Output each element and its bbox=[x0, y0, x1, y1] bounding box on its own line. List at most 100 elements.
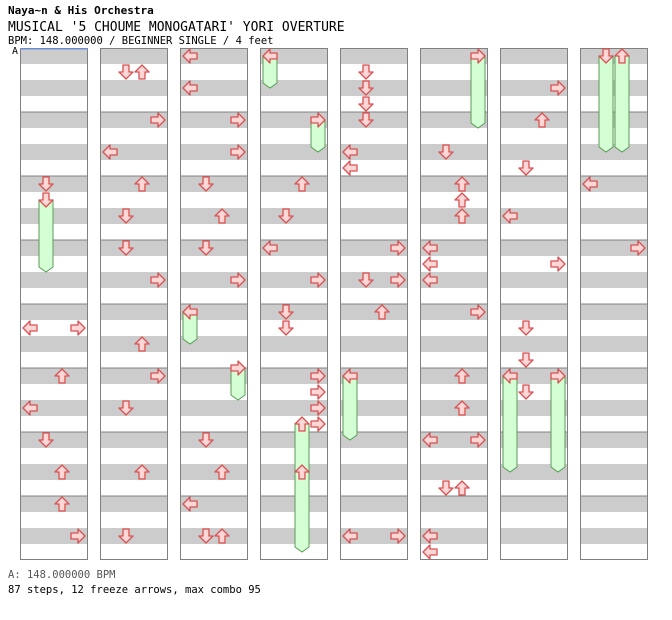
step-arrow-icon bbox=[502, 368, 518, 384]
stripe bbox=[20, 208, 88, 224]
step-arrow-icon bbox=[342, 368, 358, 384]
step-arrow-icon bbox=[278, 208, 294, 224]
step-arrow bbox=[358, 272, 374, 288]
stripe bbox=[260, 96, 328, 112]
step-arrow bbox=[182, 80, 198, 96]
stripe bbox=[340, 48, 408, 64]
step-arrow-icon bbox=[230, 272, 246, 288]
stripe bbox=[260, 176, 328, 192]
stripe bbox=[340, 272, 408, 288]
stripe bbox=[580, 416, 648, 432]
stripe bbox=[580, 48, 648, 64]
step-arrow-icon bbox=[102, 144, 118, 160]
stripe bbox=[500, 192, 568, 208]
stripe bbox=[180, 528, 248, 544]
freeze-arrow bbox=[182, 304, 198, 345]
stripe bbox=[100, 416, 168, 432]
step-arrow-icon bbox=[342, 144, 358, 160]
stripe bbox=[500, 144, 568, 160]
stripe bbox=[580, 240, 648, 256]
freeze-arrow bbox=[342, 368, 358, 441]
step-arrow-icon bbox=[454, 192, 470, 208]
stripe bbox=[500, 352, 568, 368]
step-arrow bbox=[438, 144, 454, 160]
step-arrow-icon bbox=[422, 240, 438, 256]
stripe bbox=[340, 432, 408, 448]
step-arrow bbox=[310, 384, 326, 400]
step-arrow-icon bbox=[342, 160, 358, 176]
step-arrow-icon bbox=[422, 256, 438, 272]
stripe bbox=[500, 512, 568, 528]
step-arrow-icon bbox=[374, 304, 390, 320]
stripe bbox=[260, 432, 328, 448]
stripe bbox=[580, 272, 648, 288]
step-arrow-icon bbox=[182, 80, 198, 96]
stripe bbox=[340, 304, 408, 320]
freeze-arrow bbox=[550, 368, 566, 473]
stripe bbox=[100, 80, 168, 96]
stripe bbox=[180, 208, 248, 224]
step-arrow-icon bbox=[54, 496, 70, 512]
stripe bbox=[20, 432, 88, 448]
stripe bbox=[580, 400, 648, 416]
step-arrow-icon bbox=[454, 368, 470, 384]
stripe bbox=[500, 480, 568, 496]
step-arrow bbox=[342, 144, 358, 160]
step-arrow-icon bbox=[358, 112, 374, 128]
step-arrow bbox=[438, 480, 454, 496]
stripe bbox=[180, 400, 248, 416]
step-arrow bbox=[70, 320, 86, 336]
step-arrow bbox=[422, 544, 438, 560]
step-arrow bbox=[214, 464, 230, 480]
step-arrow bbox=[422, 240, 438, 256]
stripe bbox=[500, 128, 568, 144]
stripe bbox=[580, 128, 648, 144]
step-arrow bbox=[182, 48, 198, 64]
stripe bbox=[260, 288, 328, 304]
measure-columns bbox=[20, 48, 648, 560]
step-arrow bbox=[198, 176, 214, 192]
stripe bbox=[580, 464, 648, 480]
step-arrow-icon bbox=[310, 416, 326, 432]
measure-column bbox=[420, 48, 488, 560]
stripe bbox=[20, 192, 88, 208]
step-arrow bbox=[182, 496, 198, 512]
song-title: MUSICAL '5 CHOUME MONOGATARI' YORI OVERT… bbox=[8, 20, 345, 35]
stripe bbox=[100, 480, 168, 496]
stripe bbox=[580, 304, 648, 320]
step-arrow bbox=[390, 272, 406, 288]
step-arrow bbox=[390, 240, 406, 256]
stripe bbox=[340, 64, 408, 80]
stripe bbox=[180, 112, 248, 128]
stripe bbox=[340, 288, 408, 304]
step-arrow bbox=[134, 464, 150, 480]
step-arrow bbox=[118, 528, 134, 544]
stripe bbox=[20, 336, 88, 352]
stripe bbox=[340, 320, 408, 336]
step-arrow-icon bbox=[358, 64, 374, 80]
stripe bbox=[100, 208, 168, 224]
measure-column bbox=[340, 48, 408, 560]
stripe bbox=[180, 336, 248, 352]
stripe bbox=[100, 128, 168, 144]
stripe bbox=[20, 272, 88, 288]
step-arrow-icon bbox=[262, 48, 278, 64]
stripe bbox=[340, 176, 408, 192]
stripe bbox=[20, 304, 88, 320]
stripe bbox=[100, 496, 168, 512]
freeze-arrow bbox=[502, 368, 518, 473]
step-arrow bbox=[342, 528, 358, 544]
stripe bbox=[180, 160, 248, 176]
stripe bbox=[340, 112, 408, 128]
stripe bbox=[420, 288, 488, 304]
step-arrow bbox=[518, 160, 534, 176]
stripe bbox=[580, 176, 648, 192]
stripe bbox=[580, 96, 648, 112]
column-border bbox=[260, 48, 328, 560]
step-arrow bbox=[294, 464, 310, 480]
step-arrow-icon bbox=[310, 400, 326, 416]
step-arrow-icon bbox=[70, 528, 86, 544]
step-arrow-icon bbox=[150, 272, 166, 288]
step-arrow-icon bbox=[262, 240, 278, 256]
